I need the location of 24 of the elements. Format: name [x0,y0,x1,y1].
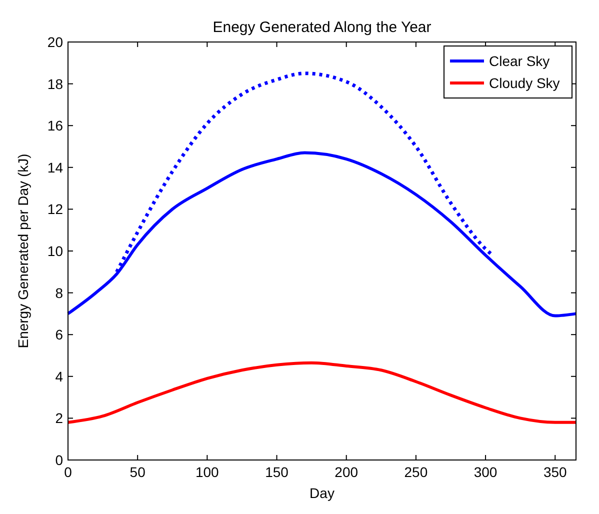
y-tick-label: 6 [55,326,64,343]
y-tick-label: 0 [55,452,64,468]
y-tick-label: 8 [55,284,64,301]
y-tick-label: 10 [47,243,64,259]
y-tick-label: 16 [47,118,64,134]
y-tick-label: 4 [55,368,64,384]
y-tick-label: 20 [47,34,64,50]
y-axis-title: Energy Generated per Day (kJ) [15,154,31,348]
legend-label: Clear Sky [489,53,550,69]
x-tick-label: 50 [130,464,146,480]
x-tick-label: 350 [543,464,568,480]
x-tick-label: 300 [474,464,498,480]
y-tick-label: 14 [47,159,64,176]
line-series [66,361,578,424]
x-tick-label: 150 [265,464,289,480]
y-tick-label: 18 [47,76,64,92]
y-tick-label: 12 [47,201,64,218]
x-tick-label: 250 [404,464,428,480]
x-tick-label: 200 [334,464,358,480]
y-tick-label: 2 [55,410,64,426]
x-axis-title: Day [310,485,334,501]
legend-label: Cloudy Sky [489,75,560,91]
x-tick-label: 100 [196,464,220,480]
chart-title: Enegy Generated Along the Year [212,19,432,36]
